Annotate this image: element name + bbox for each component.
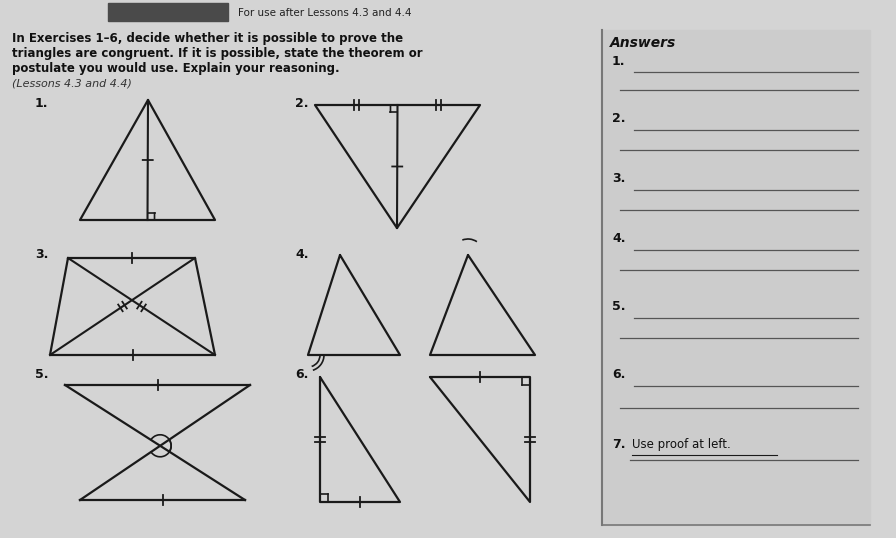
Bar bbox=[602, 30, 870, 525]
Text: 1.: 1. bbox=[35, 97, 48, 110]
Text: For use after Lessons 4.3 and 4.4: For use after Lessons 4.3 and 4.4 bbox=[238, 8, 411, 18]
Text: postulate you would use. Explain your reasoning.: postulate you would use. Explain your re… bbox=[12, 62, 340, 75]
Text: 6.: 6. bbox=[612, 368, 625, 381]
Text: (Lessons 4.3 and 4.4): (Lessons 4.3 and 4.4) bbox=[12, 79, 132, 89]
Text: In Exercises 1–6, decide whether it is possible to prove the: In Exercises 1–6, decide whether it is p… bbox=[12, 32, 403, 45]
Text: triangles are congruent. If it is possible, state the theorem or: triangles are congruent. If it is possib… bbox=[12, 47, 423, 60]
Text: 5.: 5. bbox=[35, 368, 48, 381]
Bar bbox=[108, 3, 228, 21]
Text: 3.: 3. bbox=[612, 172, 625, 185]
Text: 2.: 2. bbox=[295, 97, 308, 110]
Text: 7.: 7. bbox=[612, 438, 625, 451]
Text: Use proof at left.: Use proof at left. bbox=[632, 438, 731, 451]
Text: 6.: 6. bbox=[295, 368, 308, 381]
Text: 2.: 2. bbox=[612, 112, 625, 125]
Text: 4.: 4. bbox=[295, 248, 308, 261]
Text: 4.: 4. bbox=[612, 232, 625, 245]
Text: 5.: 5. bbox=[612, 300, 625, 313]
Text: Answers: Answers bbox=[610, 36, 676, 50]
Text: 3.: 3. bbox=[35, 248, 48, 261]
Text: 1.: 1. bbox=[612, 55, 625, 68]
